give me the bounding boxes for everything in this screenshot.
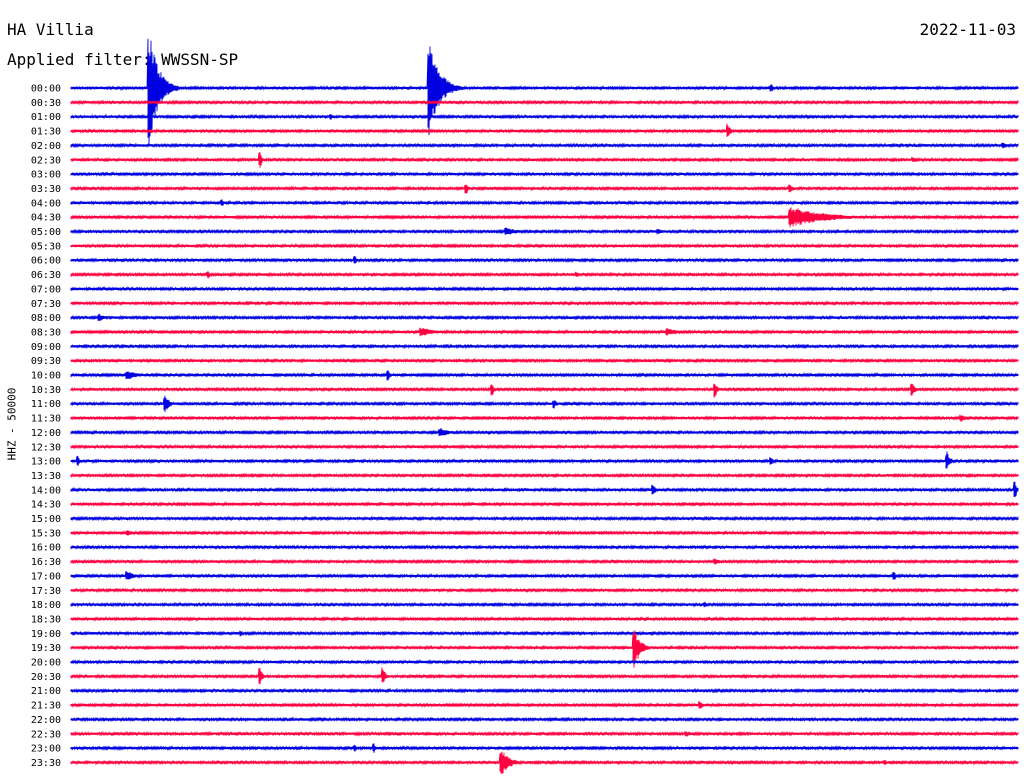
time-tick-label: 14:00: [31, 485, 61, 496]
time-tick-label: 06:00: [31, 256, 61, 267]
time-tick-label: 13:30: [31, 471, 61, 482]
time-tick-label: 19:00: [31, 629, 61, 640]
time-tick-label: 12:00: [31, 428, 61, 439]
time-tick-label: 02:00: [31, 141, 61, 152]
trace-line: [70, 451, 1019, 469]
time-tick-labels: 00:00 00:30 01:00 01:30 02:00 02:30 03:00 03:30…: [31, 84, 61, 769]
time-tick-label: 16:30: [31, 557, 61, 568]
time-tick-label: 00:00: [31, 84, 61, 95]
time-tick-label: 22:30: [31, 729, 61, 740]
time-tick-label: 11:00: [31, 399, 61, 410]
time-tick-label: 03:30: [31, 184, 61, 195]
time-tick-label: 09:00: [31, 342, 61, 353]
time-tick-label: 04:00: [31, 198, 61, 209]
time-tick-label: 01:00: [31, 112, 61, 123]
time-tick-label: 18:30: [31, 614, 61, 625]
time-tick-label: 08:00: [31, 313, 61, 324]
trace-line: [70, 383, 1019, 398]
time-tick-label: 21:30: [31, 701, 61, 712]
filter-label: Applied filter: WWSSN-SP: [7, 50, 239, 69]
time-tick-label: 11:30: [31, 414, 61, 425]
time-tick-label: 20:30: [31, 672, 61, 683]
plot-header: HA Villia Applied filter: WWSSN-SP 2022-…: [0, 0, 1024, 80]
time-tick-label: 06:30: [31, 270, 61, 281]
trace-line: [70, 123, 1019, 137]
station-title: HA Villia: [7, 20, 94, 39]
time-tick-label: 10:30: [31, 385, 61, 396]
time-tick-label: 13:00: [31, 457, 61, 468]
time-tick-label: 15:30: [31, 528, 61, 539]
time-tick-label: 00:30: [31, 98, 61, 109]
time-tick-label: 08:30: [31, 327, 61, 338]
time-tick-label: 01:30: [31, 127, 61, 138]
time-tick-label: 18:00: [31, 600, 61, 611]
time-tick-label: 07:00: [31, 284, 61, 295]
time-tick-label: 15:00: [31, 514, 61, 525]
time-tick-label: 05:00: [31, 227, 61, 238]
time-tick-label: 20:00: [31, 658, 61, 669]
time-tick-label: 17:30: [31, 586, 61, 597]
seismic-traces: [70, 38, 1019, 774]
time-tick-label: 03:00: [31, 170, 61, 181]
time-tick-label: 22:00: [31, 715, 61, 726]
time-tick-label: 02:30: [31, 155, 61, 166]
time-tick-label: 09:30: [31, 356, 61, 367]
time-tick-label: 21:00: [31, 686, 61, 697]
time-tick-label: 12:30: [31, 442, 61, 453]
time-tick-label: 07:30: [31, 299, 61, 310]
time-tick-label: 14:30: [31, 500, 61, 511]
time-tick-label: 23:30: [31, 758, 61, 769]
time-tick-label: 10:00: [31, 371, 61, 382]
time-tick-label: 05:30: [31, 241, 61, 252]
time-tick-label: 04:30: [31, 213, 61, 224]
time-tick-label: 19:30: [31, 643, 61, 654]
time-tick-label: 23:00: [31, 744, 61, 755]
date-label: 2022-11-03: [919, 20, 1016, 39]
time-tick-label: 17:00: [31, 571, 61, 582]
time-tick-label: 16:00: [31, 543, 61, 554]
